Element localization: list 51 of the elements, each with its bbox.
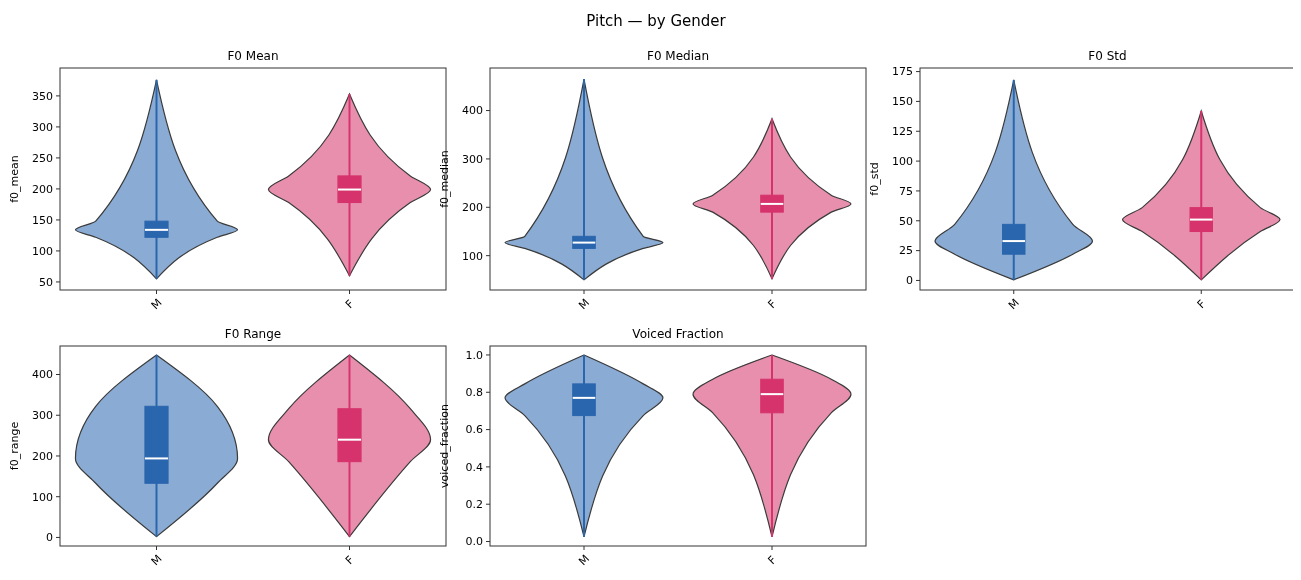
y-tick-label: 0.2 — [465, 498, 483, 512]
y-tick-label: 150 — [32, 213, 53, 227]
chart-title: F0 Mean — [227, 49, 279, 63]
y-tick-label: 0 — [46, 531, 53, 545]
chart-title: F0 Median — [647, 49, 709, 63]
y-tick-label: 0.6 — [465, 423, 483, 437]
y-tick-label: 0.4 — [465, 460, 483, 474]
y-tick-label: 125 — [892, 125, 913, 139]
y-tick-label: 175 — [892, 65, 913, 79]
y-tick-label: 300 — [32, 120, 53, 134]
y-tick-label: 150 — [892, 95, 913, 109]
y-tick-label: 100 — [32, 490, 53, 504]
y-tick-label: 300 — [32, 409, 53, 423]
y-axis-title: f0_range — [8, 421, 21, 471]
y-tick-label: 200 — [32, 182, 53, 196]
y-tick-label: 0 — [906, 274, 913, 288]
y-tick-label: 100 — [892, 154, 913, 168]
y-tick-label: 50 — [899, 214, 913, 228]
x-tick-label: F — [342, 297, 357, 312]
y-tick-label: 350 — [32, 89, 53, 103]
y-axis-title: f0_std — [868, 162, 881, 196]
y-tick-label: 100 — [32, 244, 53, 258]
y-axis-title: f0_mean — [8, 155, 21, 203]
x-tick-label: M — [576, 296, 593, 313]
y-tick-label: 400 — [462, 104, 483, 118]
y-tick-label: 0.8 — [465, 386, 483, 400]
y-tick-label: 400 — [32, 368, 53, 382]
text: Pitch — by Gender — [586, 12, 727, 30]
y-tick-label: 50 — [39, 275, 53, 289]
chart-title: F0 Range — [224, 327, 282, 341]
x-tick-label: M — [576, 552, 593, 569]
y-tick-label: 250 — [32, 151, 53, 165]
y-tick-label: 1.0 — [465, 348, 483, 362]
y-tick-label: 200 — [32, 449, 53, 463]
y-tick-label: 300 — [462, 152, 483, 166]
x-tick-label: F — [765, 553, 780, 568]
y-tick-label: 25 — [899, 244, 913, 258]
y-tick-label: 0.0 — [465, 535, 483, 549]
x-tick-label: F — [765, 297, 780, 312]
x-tick-label: M — [148, 296, 165, 313]
x-tick-label: F — [342, 553, 357, 568]
y-tick-label: 75 — [899, 184, 913, 198]
x-tick-label: F — [1194, 297, 1209, 312]
y-axis-title: f0_median — [438, 150, 451, 208]
x-tick-label: M — [148, 552, 165, 569]
chart-title: Voiced Fraction — [632, 327, 724, 341]
chart-title: F0 Std — [1088, 49, 1127, 63]
y-axis-title: voiced_fraction — [438, 404, 451, 488]
y-tick-label: 100 — [462, 249, 483, 263]
x-tick-label: M — [1006, 296, 1022, 313]
y-tick-label: 200 — [462, 201, 483, 215]
